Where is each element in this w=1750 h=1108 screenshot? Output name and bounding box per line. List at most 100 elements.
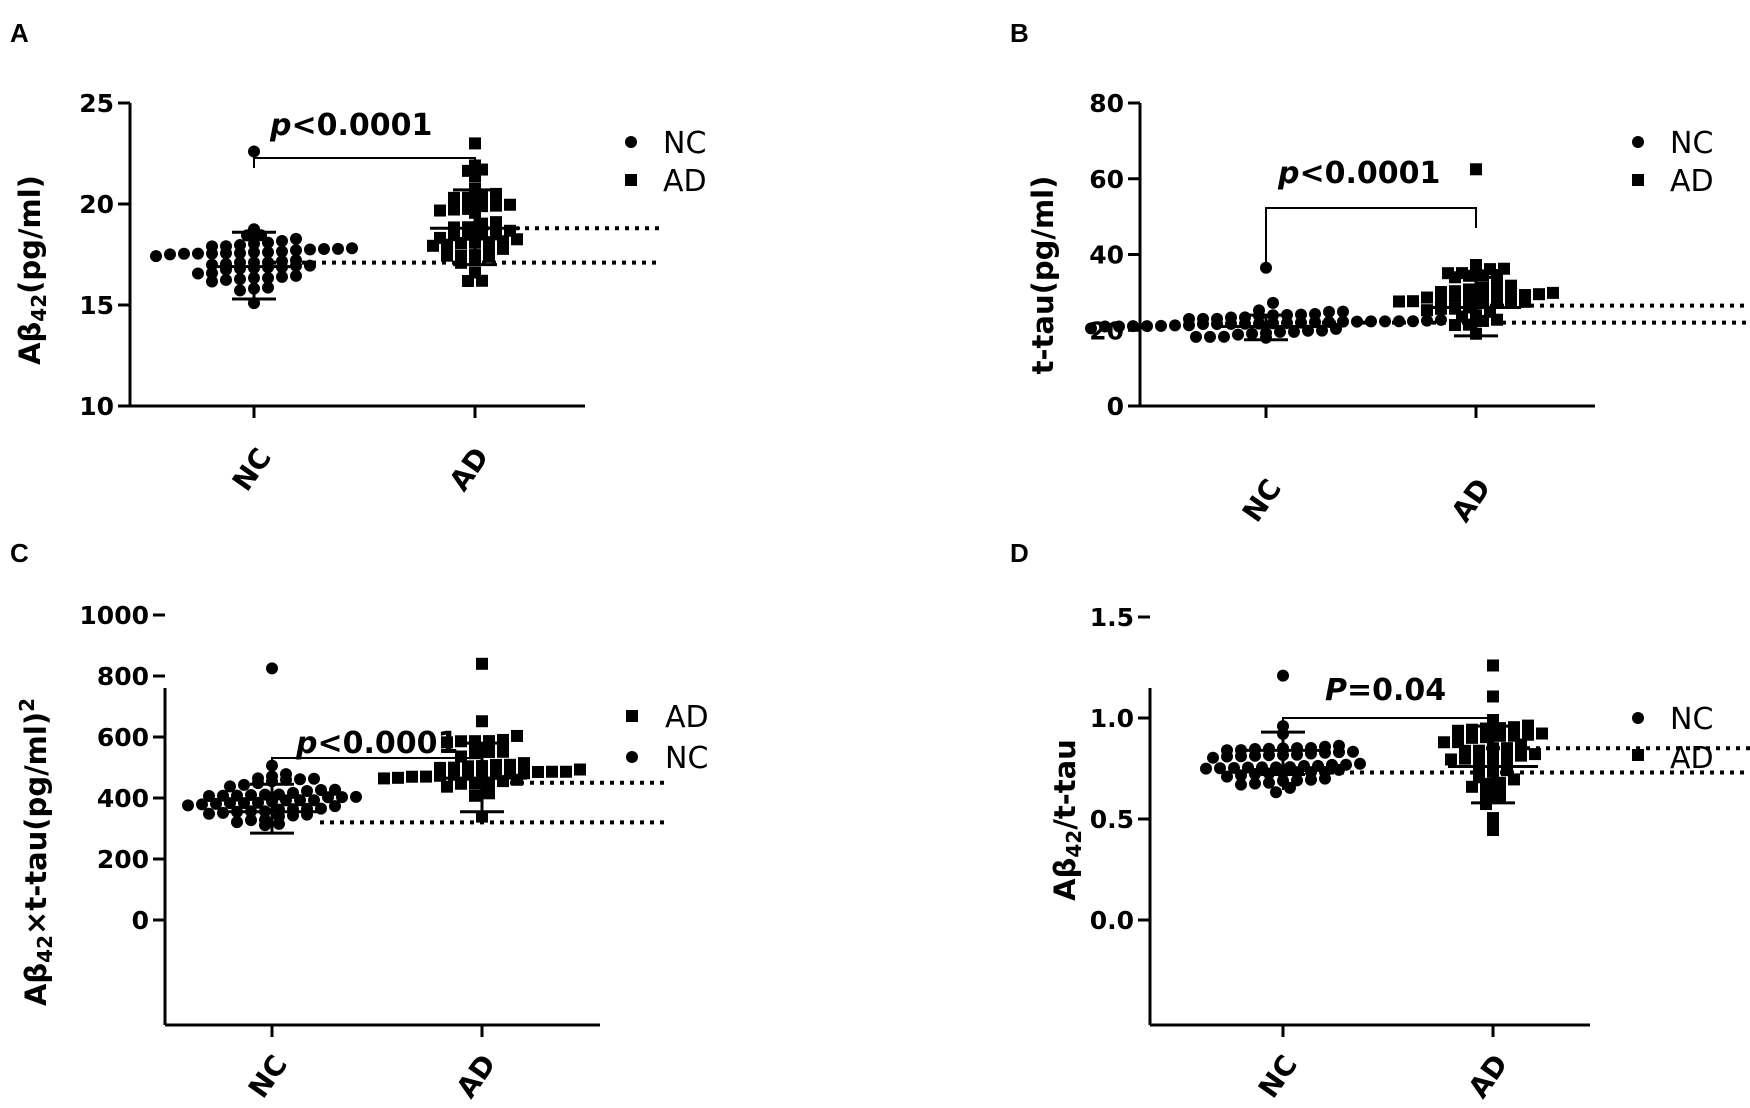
panel-b-y-label: t-tau(pg/ml)	[1026, 176, 1060, 375]
panel-b-letter: B	[1010, 18, 1029, 48]
panel-c-letter: C	[10, 538, 29, 568]
panel-d-point-ad	[1438, 736, 1450, 749]
panel-a-point-ad	[476, 217, 488, 230]
panel-d-y-label: Aβ42/t-tau	[1048, 739, 1086, 901]
panel-d-point-nc	[1235, 769, 1247, 782]
panel-b: B 020406080 NC AD t-tau(pg/ml) p<0.0001 …	[1010, 18, 1750, 528]
panel-a-point-ad	[469, 170, 481, 183]
panel-c-ytick-label: 600	[97, 723, 149, 752]
panel-d-point-nc	[1347, 745, 1359, 758]
panel-b-outlier-nc	[1260, 261, 1272, 274]
panel-c-cutoff-lines	[320, 780, 670, 825]
panel-d-legend-ad-marker	[1632, 749, 1644, 761]
panel-b-point-nc	[1246, 327, 1258, 340]
panel-c-point-ad	[441, 780, 453, 793]
panel-b-point-nc	[1204, 330, 1216, 343]
panel-d-ytick-label: 1.5	[1090, 603, 1134, 632]
panel-b-point-nc	[1113, 320, 1125, 333]
panel-c-point-nc	[210, 797, 222, 810]
panel-c-category-nc: NC	[242, 1049, 294, 1104]
panel-b-point-nc	[1232, 328, 1244, 341]
panel-c-legend-ad: AD	[665, 700, 709, 735]
panel-b-point-ad	[1463, 290, 1475, 303]
panel-a-legend-ad: AD	[663, 164, 707, 199]
panel-b-point-ad	[1533, 288, 1545, 301]
panel-c-point-nc	[273, 817, 285, 830]
panel-a-point-ad	[490, 216, 502, 229]
panel-a-significance-bracket: p<0.0001	[253, 108, 476, 168]
panel-a-point-nc	[262, 271, 274, 284]
panel-d-point-nc	[1333, 763, 1345, 776]
panel-c-point-nc	[294, 794, 306, 807]
panel-a-ytick-label: 15	[79, 291, 114, 320]
panel-a-point-nc	[206, 247, 218, 260]
panel-a-legend-nc: NC	[663, 126, 706, 161]
panel-d-legend-ad: AD	[1670, 741, 1714, 776]
panel-d-point-nc	[1319, 772, 1331, 785]
panel-a-point-nc	[276, 234, 288, 247]
panel-b-cutoff-lines	[1302, 303, 1750, 325]
panel-b-legend-nc: NC	[1670, 126, 1713, 161]
panel-c-point-ad	[455, 777, 467, 790]
panel-b-point-nc	[1267, 296, 1279, 309]
panel-a-legend-nc-marker	[625, 136, 637, 148]
panel-d-point-nc	[1263, 776, 1275, 789]
panel-b-point-nc	[1288, 325, 1300, 338]
panel-c-point-ad	[511, 729, 523, 742]
panel-a-point-ad	[476, 274, 488, 287]
panel-d-category-nc: NC	[1252, 1049, 1304, 1104]
panel-d-point-nc	[1305, 773, 1317, 786]
panel-a-point-ad	[462, 191, 474, 204]
panel-c-ytick-label: 1000	[79, 601, 149, 630]
panel-c-point-ad	[469, 789, 481, 802]
panel-c-outlier-ad	[476, 657, 488, 670]
panel-a-point-nc	[276, 245, 288, 258]
panel-a-point-nc	[290, 269, 302, 282]
panel-c-point-ad	[532, 765, 544, 778]
panel-c-point-nc	[196, 798, 208, 811]
panel-b-category-ad: AD	[1445, 472, 1498, 528]
panel-a-point-nc	[206, 267, 218, 280]
panel-c-point-ad	[518, 757, 530, 770]
panel-c-point-ad	[476, 715, 488, 728]
panel-b-point-ad	[1547, 286, 1559, 299]
panel-c-point-ad	[469, 747, 481, 760]
panel-a-point-ad	[476, 191, 488, 204]
panel-a-point-ad	[497, 242, 509, 255]
panel-b-point-ad	[1449, 319, 1461, 332]
panel-d-point-ad	[1480, 731, 1492, 744]
panel-d-legend-nc: NC	[1670, 702, 1713, 737]
panel-d-point-nc	[1333, 746, 1345, 759]
panel-b-outlier-ad	[1470, 163, 1482, 176]
panel-c-ytick-label: 800	[97, 662, 149, 691]
panel-a-point-nc	[164, 248, 176, 261]
panel-c-point-nc	[315, 802, 327, 815]
panel-d-y-axis: 0.0 0.5 1.0 1.5	[1090, 603, 1152, 1025]
panel-b-point-nc	[1309, 316, 1321, 329]
panel-b-point-nc	[1197, 318, 1209, 331]
panel-c-point-ad	[476, 810, 488, 823]
panel-b-point-ad	[1519, 295, 1531, 308]
panel-a-point-nc	[192, 267, 204, 280]
panel-a-point-ad	[490, 199, 502, 212]
panel-a-point-nc	[318, 242, 330, 255]
panel-c-point-nc	[280, 794, 292, 807]
panel-b-point-nc	[1190, 330, 1202, 343]
panel-c-point-nc	[308, 772, 320, 785]
panel-a-point-ad	[483, 250, 495, 263]
panel-c-outlier-nc	[266, 662, 278, 675]
panel-a-y-label: Aβ42(pg/ml)	[13, 175, 51, 365]
panel-a-point-ad	[448, 203, 460, 216]
panel-a-error-bars	[209, 188, 520, 301]
panel-a-point-nc	[262, 236, 274, 249]
panel-c-y-axis: 0 200 400 600 800 1000	[79, 601, 167, 1025]
panel-c-point-ad	[546, 765, 558, 778]
panel-a-point-nc	[262, 246, 274, 259]
panel-b-point-ad	[1491, 313, 1503, 326]
panel-c-point-ad	[483, 745, 495, 758]
panel-a-point-nc	[220, 273, 232, 286]
panel-d-point-nc	[1214, 762, 1226, 775]
panel-c-significance-bracket: p<0.0001	[271, 726, 483, 785]
panel-d-point-ad	[1522, 719, 1534, 732]
